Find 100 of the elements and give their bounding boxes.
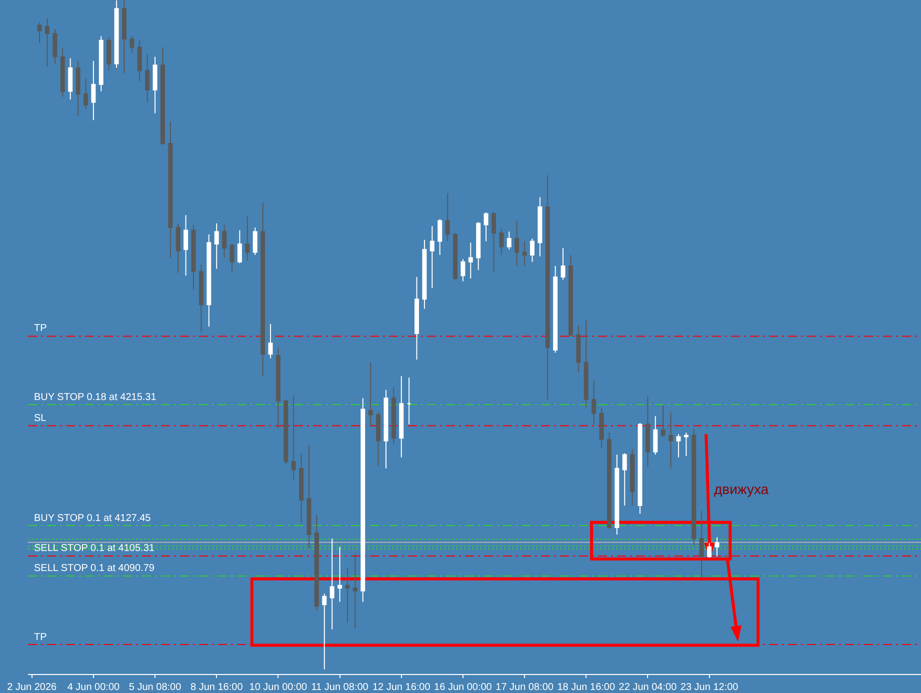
candlestick	[699, 510, 704, 578]
candlestick	[83, 78, 88, 110]
candlestick	[692, 428, 696, 546]
candlestick	[438, 218, 442, 256]
candlestick	[499, 228, 504, 256]
candlestick	[284, 399, 288, 465]
candlestick	[491, 212, 496, 272]
candlestick	[422, 239, 427, 310]
x-tick-label: 5 Jun 08:00	[128, 682, 182, 693]
candlestick	[460, 258, 466, 282]
candlestick	[37, 22, 42, 44]
candlestick	[276, 346, 280, 429]
candlestick	[576, 324, 581, 373]
candlestick	[660, 404, 666, 438]
candlestick	[468, 242, 473, 279]
candlestick	[653, 416, 658, 456]
candlestick	[230, 244, 234, 272]
candlestick	[314, 514, 319, 611]
candlestick	[122, 0, 126, 74]
candlestick	[91, 60, 96, 121]
candlestick	[384, 389, 388, 469]
candlestick	[453, 232, 458, 280]
candlestick	[514, 220, 520, 267]
candlestick	[191, 224, 196, 290]
candlestick	[184, 214, 188, 276]
candlestick	[130, 36, 134, 54]
x-tick-label: 11 Jun 08:00	[311, 682, 369, 693]
candlestick	[676, 433, 681, 458]
candlestick	[445, 192, 450, 242]
candlestick	[599, 407, 604, 448]
candlestick	[214, 222, 219, 270]
x-tick-label: 2 Jun 2026	[7, 682, 58, 693]
ref-line-label: TP	[34, 632, 48, 643]
candlestick	[52, 28, 58, 64]
candlestick	[160, 46, 165, 146]
x-tick-label: 23 Jun 12:00	[680, 682, 739, 693]
candlestick	[522, 240, 527, 267]
ref-line-label: SL	[34, 413, 47, 424]
candlestick	[545, 174, 550, 400]
candlestick	[338, 546, 342, 602]
candlestick	[260, 202, 266, 377]
candlestick	[638, 422, 642, 514]
ref-line-label: BUY STOP 0.1 at 4127.45	[34, 513, 152, 524]
x-tick-label: 10 Jun 00:00	[249, 682, 308, 693]
candlestick	[707, 542, 712, 558]
candlestick	[406, 377, 412, 425]
candlestick	[506, 231, 512, 250]
candlestick	[584, 319, 588, 408]
candlestick	[391, 386, 396, 444]
x-tick-label: 4 Jun 00:00	[67, 682, 120, 693]
annotation: движуха	[714, 481, 769, 497]
candlestick	[299, 452, 304, 524]
candlestick	[399, 376, 404, 458]
candlestick	[306, 444, 312, 549]
candlestick	[476, 222, 481, 271]
candlestick	[484, 212, 488, 242]
candlestick	[684, 432, 688, 456]
candlestick	[206, 234, 212, 328]
candlestick	[376, 411, 381, 466]
candlestick	[137, 40, 142, 82]
candlestick	[592, 380, 596, 425]
candlestick	[152, 56, 158, 114]
ref-line-label: BUY STOP 0.18 at 4215.31	[34, 392, 157, 403]
candlestick	[530, 238, 534, 262]
candlestick	[352, 553, 358, 629]
candlestick	[414, 276, 420, 360]
candlestick	[430, 226, 434, 289]
x-tick-label: 17 Jun 08:00	[496, 682, 554, 693]
candlestick	[553, 266, 558, 354]
candlestick	[176, 222, 180, 274]
candlestick	[60, 48, 65, 98]
candlestick	[330, 538, 334, 630]
candlestick	[245, 216, 250, 262]
candlestick	[560, 248, 566, 280]
candlestick	[44, 18, 50, 67]
ref-line-label: TP	[34, 323, 48, 334]
x-tick-label: 12 Jun 16:00	[372, 682, 431, 693]
candlestick	[614, 454, 620, 535]
candlestick	[76, 60, 80, 117]
candlestick	[268, 323, 273, 359]
candlestick	[291, 394, 296, 480]
candlestick	[114, 0, 119, 68]
candlestick	[630, 448, 635, 506]
candlestick	[198, 264, 204, 333]
candlestick	[345, 566, 350, 624]
candlestick	[252, 227, 258, 256]
candlestick	[622, 452, 627, 506]
candlestick	[168, 121, 173, 258]
x-tick-label: 18 Jun 16:00	[557, 682, 616, 693]
candlestick	[222, 224, 227, 258]
candlestick	[645, 396, 650, 468]
candlestick	[68, 58, 73, 100]
candlestick	[106, 37, 112, 72]
candlestick	[606, 432, 612, 530]
ref-line-label: SELL STOP 0.1 at 4105.31	[34, 543, 155, 554]
candlestick	[145, 54, 150, 103]
candlestick	[368, 362, 373, 426]
candlestick	[714, 536, 720, 557]
candlestick	[568, 254, 573, 337]
candlestick	[360, 398, 366, 602]
